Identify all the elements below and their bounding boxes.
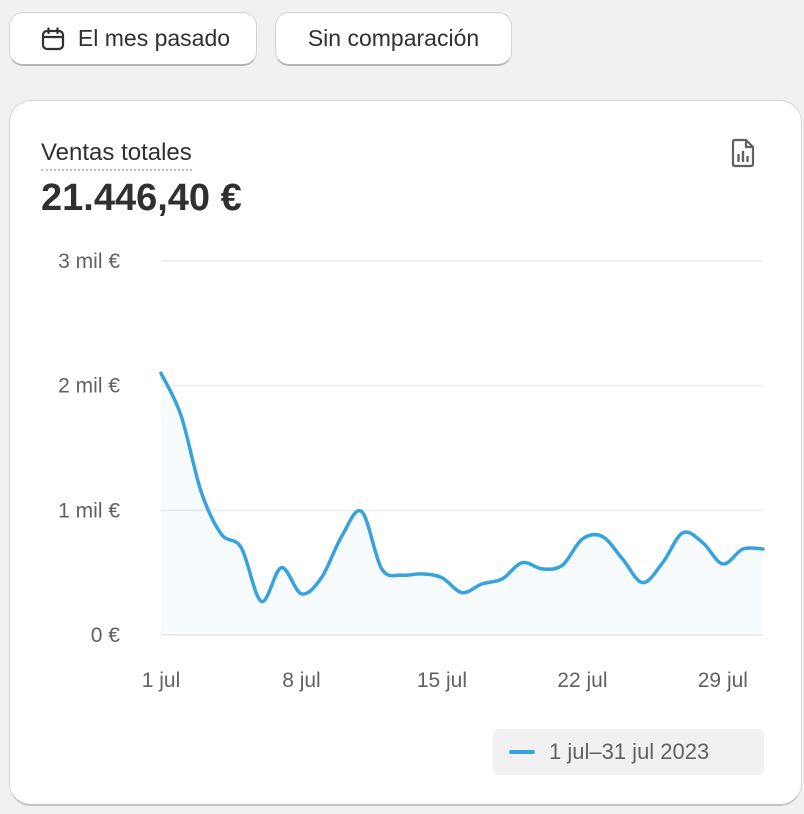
y-tick-label: 2 mil € [58,375,120,398]
legend-swatch [509,750,535,754]
x-tick-label: 22 jul [557,669,607,692]
data-point[interactable] [379,566,385,572]
period-filter-label: El mes pasado [77,25,231,51]
data-point[interactable] [218,531,224,537]
data-point[interactable] [720,561,726,567]
data-point[interactable] [700,540,706,546]
x-tick-label: 1 jul [142,669,181,692]
legend-label: 1 jul–31 jul 2023 [549,739,710,764]
data-point[interactable] [339,534,345,540]
data-point[interactable] [740,546,746,552]
data-point[interactable] [439,575,445,581]
x-tick-label: 29 jul [698,669,748,692]
data-point[interactable] [660,560,666,566]
data-point[interactable] [399,572,405,578]
data-point[interactable] [319,575,325,581]
data-point[interactable] [359,509,365,515]
data-point[interactable] [298,591,304,597]
data-point[interactable] [640,580,646,586]
card-title[interactable]: Ventas totales [41,139,192,171]
data-point[interactable] [680,530,686,536]
data-point[interactable] [499,576,505,582]
total-sales-card: Ventas totales 21.446,40 € 0 € 1 mil € 2 m… [9,100,802,806]
data-point[interactable] [519,560,525,566]
x-tick-label: 8 jul [282,669,321,692]
data-point[interactable] [579,536,585,542]
y-tick-label: 1 mil € [58,499,120,522]
data-point[interactable] [278,565,284,571]
data-point[interactable] [258,598,264,604]
data-point[interactable] [198,489,204,495]
data-point[interactable] [178,413,184,419]
sales-line-chart: 0 € 1 mil € 2 mil € 3 mil € 1 jul 8 jul 15 jul… [58,250,766,692]
y-tick-label: 3 mil € [58,250,120,273]
data-point[interactable] [539,566,545,572]
data-point[interactable] [479,581,485,587]
y-tick-label: 0 € [91,624,121,647]
series-area [161,373,763,635]
comparison-filter-label: Sin comparación [307,25,480,51]
total-sales-value: 21.446,40 € [41,177,242,219]
data-point[interactable] [158,370,164,376]
period-filter-button[interactable]: El mes pasado [9,12,257,66]
data-point[interactable] [559,562,565,568]
data-point[interactable] [760,546,766,552]
x-tick-label: 15 jul [417,669,467,692]
data-point[interactable] [419,571,425,577]
comparison-filter-button[interactable]: Sin comparación [275,12,512,66]
data-point[interactable] [599,534,605,540]
report-document-icon[interactable] [728,137,758,169]
calendar-icon [40,26,66,52]
data-point[interactable] [459,590,465,596]
chart-legend[interactable]: 1 jul–31 jul 2023 [493,729,764,775]
data-point[interactable] [620,556,626,562]
series-line[interactable] [159,371,765,604]
data-point[interactable] [238,545,244,551]
